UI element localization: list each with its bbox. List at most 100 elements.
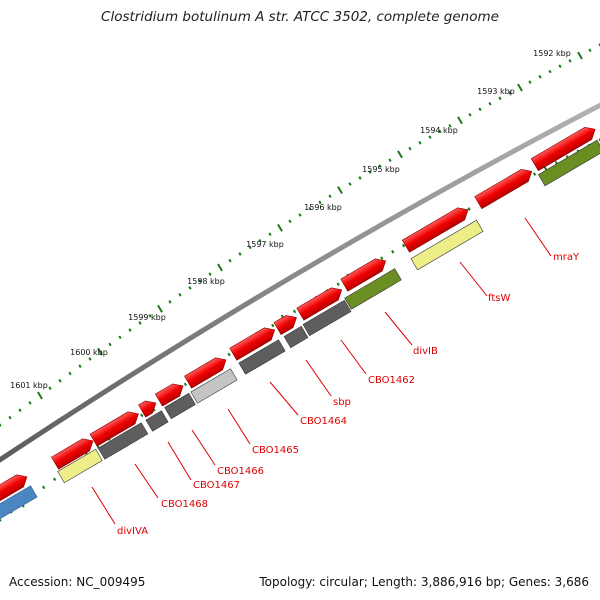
minor-tick xyxy=(588,48,592,53)
tick-label-7: 1599 kbp xyxy=(128,313,166,322)
cds-arrow-11 xyxy=(51,438,94,470)
gene-bar-CBO1467 xyxy=(145,410,169,432)
minor-tick xyxy=(418,141,422,145)
minor-tick xyxy=(28,401,32,405)
inner-tick xyxy=(380,256,384,260)
major-tick xyxy=(97,347,103,356)
cds-arrow-12 xyxy=(0,474,28,506)
minor-tick xyxy=(228,258,232,263)
genome-title: Clostridium botulinum A str. ATCC 3502, … xyxy=(101,9,499,25)
minor-tick xyxy=(468,112,472,117)
minor-tick xyxy=(118,335,122,340)
cds-arrow-6 xyxy=(229,327,276,361)
minor-tick xyxy=(328,194,332,199)
inner-tick xyxy=(467,207,471,211)
minor-tick xyxy=(528,80,532,84)
minor-tick xyxy=(88,357,92,361)
minor-tick xyxy=(208,272,212,276)
minor-tick xyxy=(438,129,442,134)
minor-tick xyxy=(148,314,152,318)
gene-bar-CBO1468 xyxy=(97,422,149,460)
gene-label-CBO1462: CBO1462 xyxy=(368,375,415,386)
inner-tick xyxy=(292,309,297,314)
major-tick xyxy=(577,51,583,60)
cds-arrow-8 xyxy=(154,383,184,407)
gene-leader-divIB xyxy=(384,311,413,346)
gene-bar-divIVA xyxy=(57,448,103,484)
accession-label: Accession: NC_009495 xyxy=(9,575,146,589)
minor-tick xyxy=(318,200,322,205)
major-tick xyxy=(517,83,523,92)
minor-tick xyxy=(8,415,12,420)
gene-bar-unlabeled xyxy=(0,485,38,521)
minor-tick xyxy=(0,423,2,427)
cds-arrow-4 xyxy=(296,287,343,321)
minor-tick xyxy=(598,43,600,47)
gene-leader-sbp xyxy=(305,359,332,397)
minor-tick xyxy=(18,408,22,413)
minor-tick xyxy=(448,124,452,128)
minor-tick xyxy=(478,107,482,112)
minor-tick xyxy=(408,146,412,151)
cds-arrow-1 xyxy=(474,169,533,210)
gene-bar-CBO1462 xyxy=(302,299,352,337)
gene-leader-CBO1468 xyxy=(134,463,159,499)
minor-tick xyxy=(68,371,72,376)
minor-tick xyxy=(388,158,392,162)
minor-tick xyxy=(558,64,562,68)
gene-label-CBO1465: CBO1465 xyxy=(252,445,299,456)
gene-label-mraY: mraY xyxy=(553,252,580,263)
gene-leader-CBO1464 xyxy=(269,381,299,416)
cds-arrow-3 xyxy=(340,258,387,292)
minor-tick xyxy=(238,252,242,256)
major-tick xyxy=(277,223,283,232)
gene-leader-CBO1465 xyxy=(227,408,251,445)
minor-tick xyxy=(178,293,182,297)
gene-label-CBO1466: CBO1466 xyxy=(217,466,264,477)
minor-tick xyxy=(568,59,572,63)
gene-label-CBO1467: CBO1467 xyxy=(193,480,240,491)
tick-label-9: 1601 kbp xyxy=(10,381,48,390)
gene-label-divIVA: divIVA xyxy=(117,526,148,537)
major-tick xyxy=(37,391,43,400)
inner-tick xyxy=(271,323,275,328)
inner-tick xyxy=(336,282,340,287)
minor-tick xyxy=(288,219,292,224)
minor-tick xyxy=(168,299,172,304)
minor-tick xyxy=(108,342,112,347)
major-tick xyxy=(397,150,403,159)
tick-label-4: 1596 kbp xyxy=(304,203,342,212)
tick-label-3: 1595 kbp xyxy=(362,165,400,174)
tick-label-2: 1594 kbp xyxy=(420,126,458,135)
inner-tick xyxy=(0,518,2,522)
gene-bar-sbp xyxy=(283,325,309,349)
minor-tick xyxy=(248,245,252,250)
genome-summary: Topology: circular; Length: 3,886,916 bp… xyxy=(259,575,589,589)
gene-leader-CBO1467 xyxy=(167,441,192,481)
gene-leader-CBO1466 xyxy=(191,429,216,466)
gene-leader-divIVA xyxy=(91,486,116,525)
cds-arrow-0 xyxy=(530,126,596,172)
gene-bar-mraY xyxy=(537,139,600,187)
gene-leader-ftsW xyxy=(459,261,488,297)
minor-tick xyxy=(378,164,382,168)
cds-arrow-10 xyxy=(89,411,139,447)
minor-tick xyxy=(128,328,132,332)
inner-tick xyxy=(42,485,46,490)
tick-label-5: 1597 kbp xyxy=(246,240,284,249)
inner-tick xyxy=(183,382,188,387)
inner-tick xyxy=(52,477,57,482)
minor-tick xyxy=(358,176,362,180)
genome-backbone xyxy=(0,102,600,463)
gene-leader-CBO1462 xyxy=(340,339,367,375)
tick-label-0: 1592 kbp xyxy=(533,49,571,58)
cds-arrow-9 xyxy=(138,400,157,418)
inner-tick xyxy=(140,413,144,418)
minor-tick xyxy=(298,213,302,217)
gene-bar-CBO1466 xyxy=(164,392,196,420)
gene-bar-ftsW xyxy=(410,219,484,271)
gene-label-CBO1468: CBO1468 xyxy=(161,499,208,510)
minor-tick xyxy=(488,101,492,106)
